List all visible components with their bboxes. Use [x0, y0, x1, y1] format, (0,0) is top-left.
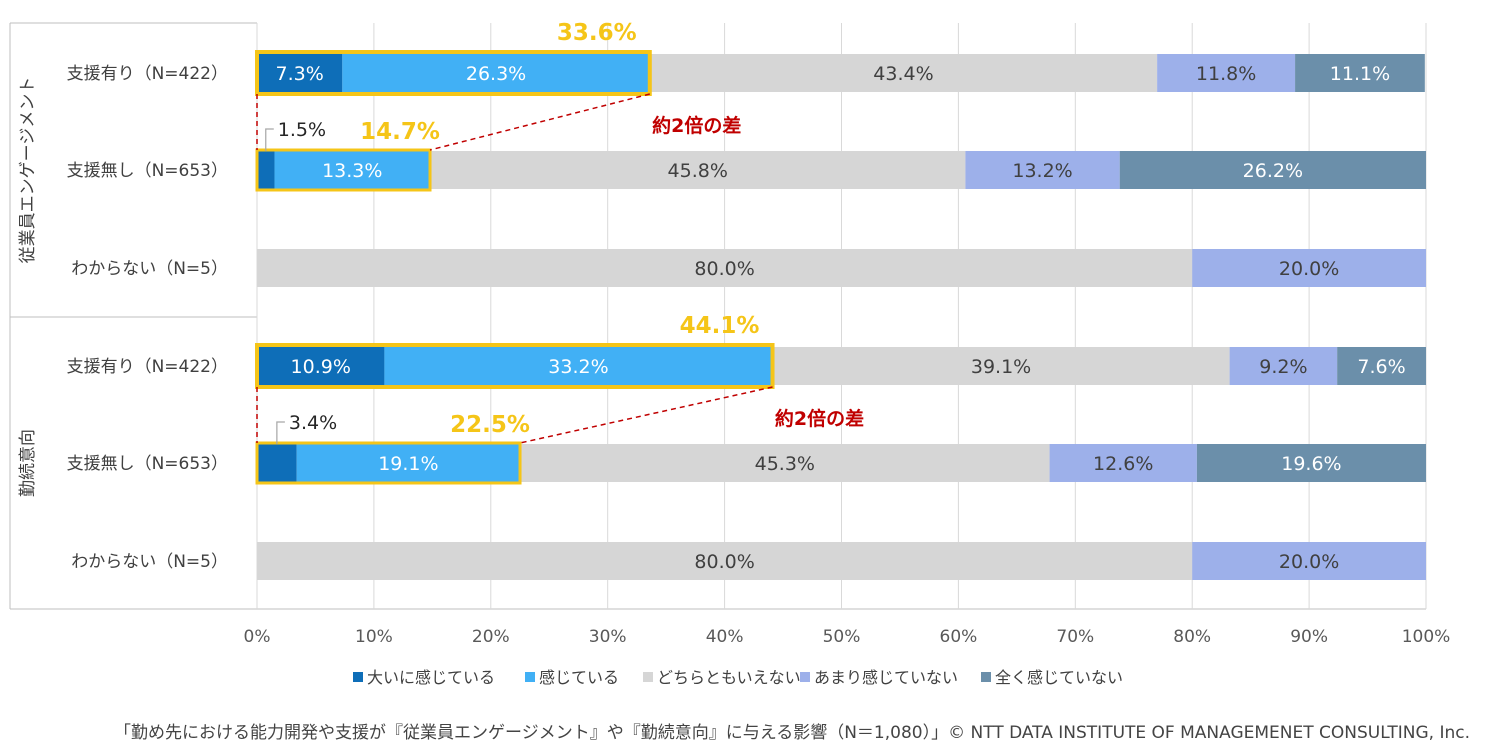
data-label: 10.9% — [291, 356, 351, 378]
data-label: 80.0% — [694, 258, 754, 280]
row-label: 支援無し（N=653） — [67, 161, 228, 181]
data-label: 11.8% — [1196, 63, 1256, 85]
x-tick-label: 0% — [244, 627, 271, 647]
bar-segment — [257, 347, 385, 385]
difference-annotation: 約2倍の差 — [775, 407, 864, 430]
data-label: 7.6% — [1357, 356, 1405, 378]
data-label: 26.3% — [466, 63, 526, 85]
legend-swatch — [643, 672, 653, 682]
data-label: 39.1% — [971, 356, 1031, 378]
bar-segment — [1192, 542, 1426, 580]
data-label: 43.4% — [873, 63, 933, 85]
legend-swatch — [525, 672, 535, 682]
highlight-box — [255, 148, 432, 192]
data-label: 45.8% — [668, 160, 728, 182]
row-label: 支援無し（N=653） — [67, 454, 228, 474]
data-label: 1.5% — [278, 119, 326, 141]
bar-segment — [384, 347, 773, 385]
difference-annotation: 約2倍の差 — [652, 114, 741, 137]
x-tick-label: 50% — [823, 627, 861, 647]
row-label: わからない（N=5） — [71, 259, 228, 279]
footer-source: 「勤め先における能力開発や支援が『従業員エンゲージメント』や『勤続意向』に与える… — [114, 723, 1470, 743]
highlight-box — [255, 50, 652, 96]
data-label: 20.0% — [1279, 258, 1339, 280]
data-label: 33.2% — [548, 356, 608, 378]
highlight-box — [255, 343, 775, 389]
x-tick-label: 40% — [706, 627, 744, 647]
data-label: 19.6% — [1281, 453, 1341, 475]
highlight-total: 44.1% — [680, 313, 760, 339]
data-label: 20.0% — [1279, 551, 1339, 573]
bar-segment — [257, 249, 1193, 287]
legend-label: 大いに感じている — [367, 668, 495, 687]
bar-segment — [342, 54, 650, 92]
callout-leader — [276, 421, 285, 444]
bar-segment — [1229, 347, 1338, 385]
bar-segment — [257, 151, 275, 189]
data-label: 45.3% — [755, 453, 815, 475]
bar-segment — [1119, 151, 1426, 189]
bar-segment — [965, 151, 1120, 189]
data-label: 26.2% — [1243, 160, 1303, 182]
callout-leader — [265, 128, 274, 151]
data-label: 7.3% — [276, 63, 324, 85]
legend-label: 感じている — [539, 668, 619, 687]
bar-segment — [296, 444, 521, 482]
bar-segment — [257, 542, 1193, 580]
bar-segment — [430, 151, 966, 189]
bar-segment — [1295, 54, 1425, 92]
group-label: 勤続意向 — [18, 429, 38, 497]
highlight-total: 22.5% — [450, 412, 530, 438]
x-tick-label: 20% — [472, 627, 510, 647]
bar-segment — [649, 54, 1158, 92]
bar-segment — [257, 444, 297, 482]
highlight-total: 14.7% — [360, 119, 440, 145]
dashed-connector — [429, 93, 650, 151]
dashed-connector — [519, 386, 773, 444]
row-label: 支援有り（N=422） — [67, 64, 228, 84]
x-tick-label: 80% — [1173, 627, 1211, 647]
data-label: 11.1% — [1330, 63, 1390, 85]
bar-segment — [1157, 54, 1296, 92]
legend-swatch — [800, 672, 810, 682]
bar-segment — [1337, 347, 1426, 385]
bar-segment — [772, 347, 1230, 385]
row-label: わからない（N=5） — [71, 552, 228, 572]
x-tick-label: 100% — [1402, 627, 1451, 647]
data-label: 9.2% — [1259, 356, 1307, 378]
row-label: 支援有り（N=422） — [67, 357, 228, 377]
legend-label: あまり感じていない — [814, 668, 958, 687]
highlight-total: 33.6% — [557, 20, 637, 46]
legend-swatch — [981, 672, 991, 682]
legend-swatch — [353, 672, 363, 682]
data-label: 80.0% — [694, 551, 754, 573]
highlight-box — [255, 441, 522, 485]
x-tick-label: 70% — [1056, 627, 1094, 647]
bar-segment — [257, 54, 343, 92]
group-label: 従業員エンゲージメント — [18, 77, 38, 264]
bar-segment — [1192, 249, 1426, 287]
data-label: 13.2% — [1012, 160, 1072, 182]
x-tick-label: 10% — [355, 627, 393, 647]
data-label: 3.4% — [289, 412, 337, 434]
legend-label: 全く感じていない — [995, 668, 1123, 687]
legend-label: どちらともいえない — [657, 668, 801, 687]
data-label: 19.1% — [378, 453, 438, 475]
bar-segment — [274, 151, 431, 189]
bar-segment — [1049, 444, 1197, 482]
data-label: 13.3% — [322, 160, 382, 182]
x-tick-label: 30% — [589, 627, 627, 647]
data-label: 12.6% — [1093, 453, 1153, 475]
x-tick-label: 60% — [940, 627, 978, 647]
bar-segment — [1196, 444, 1426, 482]
x-tick-label: 90% — [1290, 627, 1328, 647]
bar-segment — [520, 444, 1050, 482]
